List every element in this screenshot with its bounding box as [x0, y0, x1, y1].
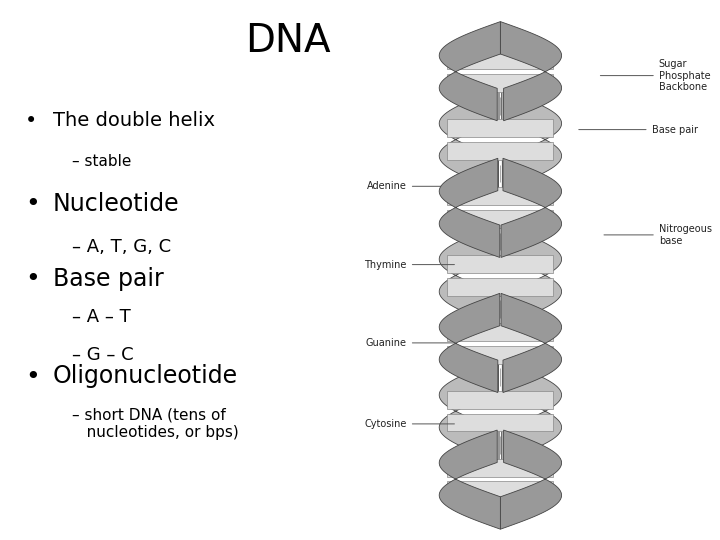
Bar	[447, 414, 554, 431]
Text: •: •	[25, 192, 40, 215]
Bar	[447, 74, 554, 92]
Polygon shape	[439, 158, 500, 258]
Text: Thymine: Thymine	[364, 260, 454, 269]
Polygon shape	[439, 227, 497, 324]
Text: Guanine: Guanine	[366, 338, 454, 348]
Bar	[447, 255, 554, 273]
Text: Oligonucleotide: Oligonucleotide	[53, 364, 238, 388]
Polygon shape	[500, 22, 562, 121]
Polygon shape	[501, 158, 562, 258]
Text: – G – C: – G – C	[72, 346, 134, 363]
Text: DNA: DNA	[246, 22, 330, 59]
Bar	[447, 51, 554, 69]
Text: Base pair: Base pair	[579, 125, 698, 134]
Text: Base pair: Base pair	[53, 267, 163, 291]
Text: – A – T: – A – T	[72, 308, 131, 326]
Bar	[447, 482, 554, 500]
Text: Cytosine: Cytosine	[364, 419, 454, 429]
Text: Adenine: Adenine	[367, 181, 458, 191]
Text: •: •	[25, 364, 40, 388]
Polygon shape	[502, 362, 562, 461]
Polygon shape	[439, 22, 500, 121]
Bar	[447, 323, 554, 341]
Text: – stable: – stable	[72, 154, 131, 169]
Text: •: •	[25, 267, 40, 291]
Bar	[447, 459, 554, 477]
Text: •: •	[25, 111, 37, 131]
Bar	[447, 119, 554, 137]
Polygon shape	[439, 362, 499, 461]
Text: – A, T, G, C: – A, T, G, C	[72, 238, 171, 255]
Text: Nitrogeous
base: Nitrogeous base	[604, 224, 712, 246]
Bar	[447, 187, 554, 205]
Bar	[447, 210, 554, 228]
Bar	[447, 142, 554, 160]
Polygon shape	[439, 430, 500, 529]
Text: Sugar
Phosphate
Backbone: Sugar Phosphate Backbone	[600, 59, 711, 92]
Bar	[447, 278, 554, 295]
Text: Nucleotide: Nucleotide	[53, 192, 179, 215]
Polygon shape	[500, 430, 562, 529]
Polygon shape	[504, 227, 562, 324]
Text: – short DNA (tens of
   nucleotides, or bps): – short DNA (tens of nucleotides, or bps…	[72, 408, 239, 440]
Text: The double helix: The double helix	[53, 111, 215, 130]
Polygon shape	[502, 90, 562, 189]
Bar	[447, 346, 554, 363]
Polygon shape	[439, 293, 500, 393]
Bar	[447, 391, 554, 409]
Polygon shape	[439, 90, 499, 189]
Polygon shape	[501, 293, 562, 393]
